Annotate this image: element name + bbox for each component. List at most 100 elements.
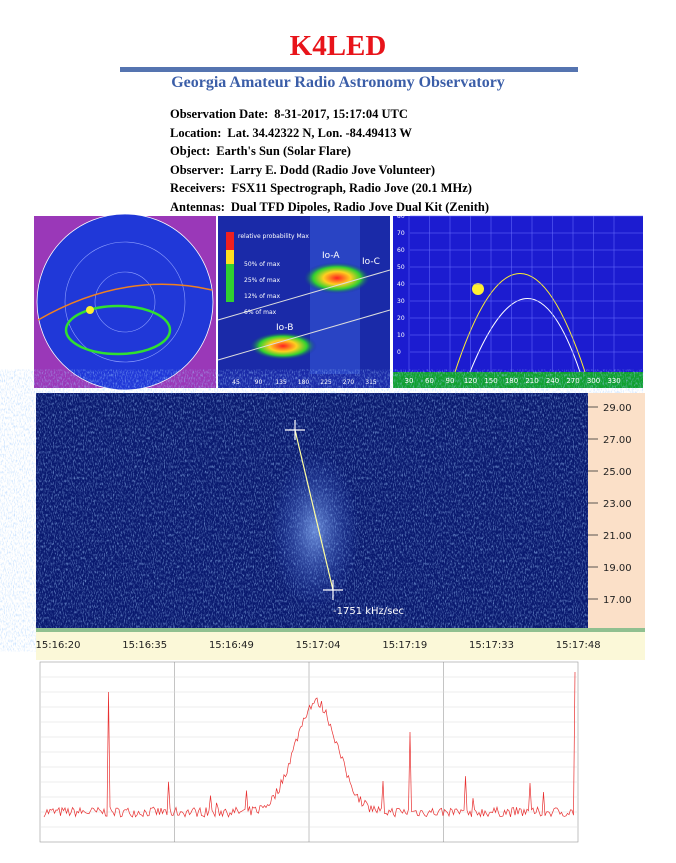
io-legend-bar — [226, 232, 234, 250]
sun-y-tick: 60 — [397, 247, 405, 254]
info-value: 8-31-2017, 15:17:04 UTC — [274, 107, 408, 121]
sun-y-tick: 10 — [397, 332, 405, 339]
io-track — [217, 309, 391, 361]
sun-y-tick: 50 — [397, 264, 405, 271]
info-value: Larry E. Dodd (Radio Jove Volunteer) — [230, 162, 436, 177]
time-tick-label: 15:17:04 — [296, 640, 341, 651]
info-line: Location: Lat. 34.42322 N, Lon. -84.49413… — [170, 126, 412, 141]
time-axis-bg — [36, 628, 645, 660]
info-value: Lat. 34.42322 N, Lon. -84.49413 W — [227, 125, 412, 140]
io-x-tick: 270 — [343, 379, 355, 386]
io-legend-title: relative probability Max — [238, 233, 309, 240]
sun-path — [64, 304, 172, 356]
info-label: Observer: — [170, 162, 225, 177]
io-band — [310, 216, 360, 374]
sun-y-tick: 20 — [397, 315, 405, 322]
sun-bg — [393, 216, 643, 372]
sun — [86, 306, 94, 314]
sun-arc — [469, 298, 581, 373]
sun-arc — [454, 273, 586, 373]
sun-x-tick: 150 — [484, 377, 497, 385]
sun-y-tick: 0 — [397, 349, 401, 356]
info-line: Object: Earth's Sun (Solar Flare) — [170, 144, 351, 159]
io-label: Io-A — [322, 251, 340, 261]
info-line: Receivers: FSX11 Spectrograph, Radio Jove… — [170, 181, 472, 196]
io-x-tick: 90 — [255, 379, 263, 386]
sun-x-tick: 120 — [464, 377, 477, 385]
sky-ring — [94, 271, 156, 333]
freq-tick-label: 29.00 — [603, 403, 632, 414]
sun-y-tick: 80 — [397, 213, 405, 220]
info-label: Location: — [170, 125, 222, 140]
io-label: Io-B — [276, 323, 293, 333]
info-line: Observer: Larry E. Dodd (Radio Jove Volun… — [170, 163, 435, 178]
sun-x-tick: 30 — [405, 377, 414, 385]
sky-dome — [36, 213, 214, 391]
io-x-tick: 315 — [365, 379, 377, 386]
io-x-tick: 135 — [275, 379, 287, 386]
freq-tick-label: 27.00 — [603, 435, 632, 446]
burst — [270, 450, 360, 610]
cursor — [285, 420, 343, 600]
sun-x-tick: 240 — [546, 377, 559, 385]
io-legend-bar — [226, 250, 234, 264]
info-value: FSX11 Spectrograph, Radio Jove (20.1 MHz… — [231, 181, 472, 195]
io-legend-bar — [226, 232, 234, 302]
freq-tick-label: 25.00 — [603, 467, 632, 478]
sun-y-tick: 40 — [397, 281, 405, 288]
io-x-tick: 180 — [298, 379, 310, 386]
time-tick-label: 15:17:48 — [556, 640, 601, 651]
sun-x-tick: 300 — [587, 377, 600, 385]
time-tick-label: 15:17:19 — [382, 640, 427, 651]
freq-axis-bg — [588, 393, 645, 628]
rule — [120, 67, 578, 72]
info-line: Observation Date: 8-31-2017, 15:17:04 UTC — [170, 107, 408, 122]
sun-x-tick: 330 — [607, 377, 620, 385]
time-tick-label: 15:17:33 — [469, 640, 514, 651]
strip-trace — [43, 671, 576, 818]
sun-x-tick: 90 — [446, 377, 455, 385]
io-bg — [218, 216, 390, 388]
info-label: Receivers: — [170, 181, 226, 195]
info-value: Dual TFD Dipoles, Radio Jove Dual Kit (Z… — [230, 199, 489, 214]
io-a-blob — [303, 262, 371, 294]
drift-label: -1751 kHz/sec — [333, 606, 404, 617]
freq-tick-label: 21.00 — [603, 531, 632, 542]
info-label: Object: — [170, 144, 211, 158]
time-tick-label: 15:16:49 — [209, 640, 254, 651]
info-value: Earth's Sun (Solar Flare) — [216, 144, 351, 158]
freq-tick-label: 17.00 — [603, 595, 632, 606]
io-b-blob — [249, 332, 317, 360]
title: K4LED — [289, 30, 387, 62]
strip-grid — [40, 662, 578, 842]
sun-y-tick: 70 — [397, 230, 405, 237]
sun-x-tick: 210 — [525, 377, 538, 385]
sun-x-tick: 270 — [566, 377, 579, 385]
io-label: Io-C — [362, 257, 380, 267]
time-tick-label: 15:16:20 — [36, 640, 81, 651]
io-legend-label: 25% of max — [244, 277, 280, 284]
sun-x-tick: 60 — [425, 377, 434, 385]
time-bar — [36, 628, 645, 632]
io-x-tick: 45 — [232, 379, 240, 386]
sun-now — [472, 283, 484, 295]
sun-x-tick: 180 — [505, 377, 518, 385]
sun-ground — [393, 372, 643, 388]
io-track — [217, 269, 391, 321]
info-label: Observation Date: — [170, 107, 269, 121]
drift-line — [294, 429, 334, 591]
sun-y-tick: 30 — [397, 298, 405, 305]
freq-tick-label: 19.00 — [603, 563, 632, 574]
freq-tick-label: 23.00 — [603, 499, 632, 510]
info-line: Antennas: Dual TFD Dipoles, Radio Jove Du… — [170, 200, 489, 215]
io-legend-label: 12% of max — [244, 293, 280, 300]
info-label: Antennas: — [170, 199, 225, 214]
ecliptic — [37, 283, 213, 321]
subtitle: Georgia Amateur Radio Astronomy Observat… — [171, 74, 505, 91]
io-legend-label: 6% of max — [244, 309, 277, 316]
time-tick-label: 15:16:35 — [122, 640, 167, 651]
sky-ring — [64, 241, 186, 363]
io-legend-label: 50% of max — [244, 261, 280, 268]
